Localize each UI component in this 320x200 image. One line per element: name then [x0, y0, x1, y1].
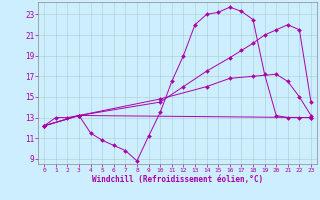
X-axis label: Windchill (Refroidissement éolien,°C): Windchill (Refroidissement éolien,°C): [92, 175, 263, 184]
